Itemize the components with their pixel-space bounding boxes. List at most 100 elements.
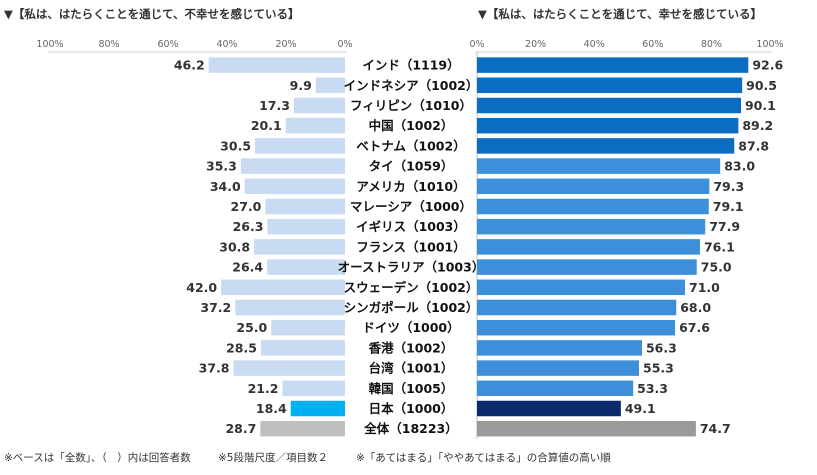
left-axis-tick: 20% — [275, 39, 296, 50]
category-label: スウェーデン（1002） — [344, 280, 479, 295]
right-bar — [477, 299, 677, 316]
right-value-label: 68.0 — [680, 300, 711, 315]
left-axis-tick: 0% — [337, 39, 352, 50]
left-bar — [290, 400, 345, 417]
right-bar — [477, 138, 735, 154]
right-axis-tick: 40% — [584, 39, 605, 50]
left-value-label: 26.4 — [232, 260, 263, 275]
left-value-label: 34.0 — [210, 179, 241, 194]
left-bar — [265, 198, 345, 215]
footnote: ※「あてはまる」「ややあてはまる」の合算値の高い順 — [356, 451, 611, 464]
right-value-label: 92.6 — [752, 58, 783, 73]
left-value-label: 17.3 — [259, 98, 290, 113]
category-label: ベトナム（1002） — [356, 138, 465, 153]
left-bar — [208, 57, 345, 73]
category-label: フランス（1001） — [356, 239, 466, 254]
left-value-label: 27.0 — [231, 199, 262, 214]
category-label: イギリス（1003） — [356, 219, 466, 234]
right-bar — [477, 279, 686, 296]
right-axis-tick: 60% — [642, 39, 663, 50]
category-label: フィリピン（1010） — [350, 98, 472, 113]
category-label: ドイツ（1000） — [362, 320, 459, 335]
left-bar — [254, 239, 345, 255]
category-label: マレーシア（1000） — [350, 199, 472, 214]
right-chart-title: ▼【私は、はたらくことを通じて、幸せを感じている】 — [478, 7, 762, 21]
left-bar — [221, 279, 345, 296]
left-axis-tick: 100% — [36, 39, 63, 50]
left-bar — [267, 218, 345, 235]
left-bar — [260, 340, 345, 356]
footnote: ※5段階尺度／項目数２ — [218, 451, 328, 464]
left-bar — [233, 360, 345, 376]
right-bar — [477, 340, 642, 356]
footnote: ※ベースは「全数」、（ ）内は回答者数 — [4, 451, 191, 464]
right-value-label: 67.6 — [679, 320, 710, 335]
right-bar — [477, 239, 700, 255]
right-axis-tick: 80% — [701, 39, 722, 50]
left-axis-tick: 40% — [216, 39, 237, 50]
right-value-label: 77.9 — [709, 219, 740, 234]
category-label: アメリカ（1010） — [356, 179, 465, 194]
left-value-label: 28.7 — [225, 421, 256, 436]
left-bar — [315, 77, 345, 94]
left-bar — [240, 158, 345, 174]
left-value-label: 30.8 — [219, 239, 250, 254]
right-bar — [477, 380, 634, 397]
left-value-label: 30.5 — [220, 138, 251, 153]
right-value-label: 76.1 — [704, 239, 735, 254]
right-value-label: 75.0 — [701, 260, 732, 275]
left-axis-tick: 60% — [157, 39, 178, 50]
left-bar — [271, 319, 345, 336]
left-value-label: 26.3 — [233, 219, 264, 234]
left-value-label: 20.1 — [251, 118, 282, 133]
category-label: インド（1119） — [362, 58, 459, 73]
right-bar — [477, 158, 721, 174]
right-value-label: 55.3 — [643, 361, 674, 376]
right-bar — [477, 319, 676, 336]
category-label: オーストラリア（1003） — [338, 260, 485, 275]
left-bar — [260, 420, 345, 437]
left-value-label: 42.0 — [186, 280, 217, 295]
category-label: 香港（1002） — [368, 340, 454, 355]
left-value-label: 37.8 — [199, 361, 230, 376]
category-label: 中国（1002） — [369, 118, 454, 133]
left-bar — [285, 117, 345, 134]
right-value-label: 90.5 — [746, 78, 777, 93]
right-bar — [477, 198, 709, 215]
left-value-label: 35.3 — [206, 159, 237, 174]
left-chart-title: ▼【私は、はたらくことを通じて、不幸せを感じている】 — [4, 7, 300, 21]
left-bar — [267, 259, 345, 275]
left-value-label: 21.2 — [248, 381, 279, 396]
left-bar — [244, 178, 345, 195]
right-bar — [477, 360, 640, 376]
right-bar — [477, 400, 621, 417]
right-value-label: 87.8 — [738, 138, 769, 153]
category-label: シンガポール（1002） — [344, 300, 479, 315]
right-bar — [477, 77, 743, 94]
right-value-label: 49.1 — [625, 401, 656, 416]
category-label: 日本（1000） — [369, 401, 454, 416]
right-value-label: 89.2 — [742, 118, 773, 133]
left-bar — [255, 138, 345, 154]
left-bar — [282, 380, 345, 397]
right-axis-tick: 100% — [756, 39, 783, 50]
left-value-label: 9.9 — [290, 78, 312, 93]
right-value-label: 79.3 — [713, 179, 744, 194]
left-value-label: 28.5 — [226, 340, 257, 355]
category-label: タイ（1059） — [369, 159, 454, 174]
left-value-label: 37.2 — [200, 300, 231, 315]
right-axis-tick: 0% — [469, 39, 484, 50]
right-bar — [477, 420, 696, 437]
right-value-label: 74.7 — [700, 421, 731, 436]
category-label: 台湾（1001） — [369, 361, 454, 376]
right-bar — [477, 178, 710, 195]
right-bar — [477, 259, 697, 275]
right-value-label: 90.1 — [745, 98, 776, 113]
left-value-label: 18.4 — [256, 401, 287, 416]
right-bar — [477, 97, 741, 114]
right-value-label: 83.0 — [724, 159, 755, 174]
right-value-label: 71.0 — [689, 280, 720, 295]
left-bar — [293, 97, 345, 114]
left-bar — [235, 299, 345, 316]
